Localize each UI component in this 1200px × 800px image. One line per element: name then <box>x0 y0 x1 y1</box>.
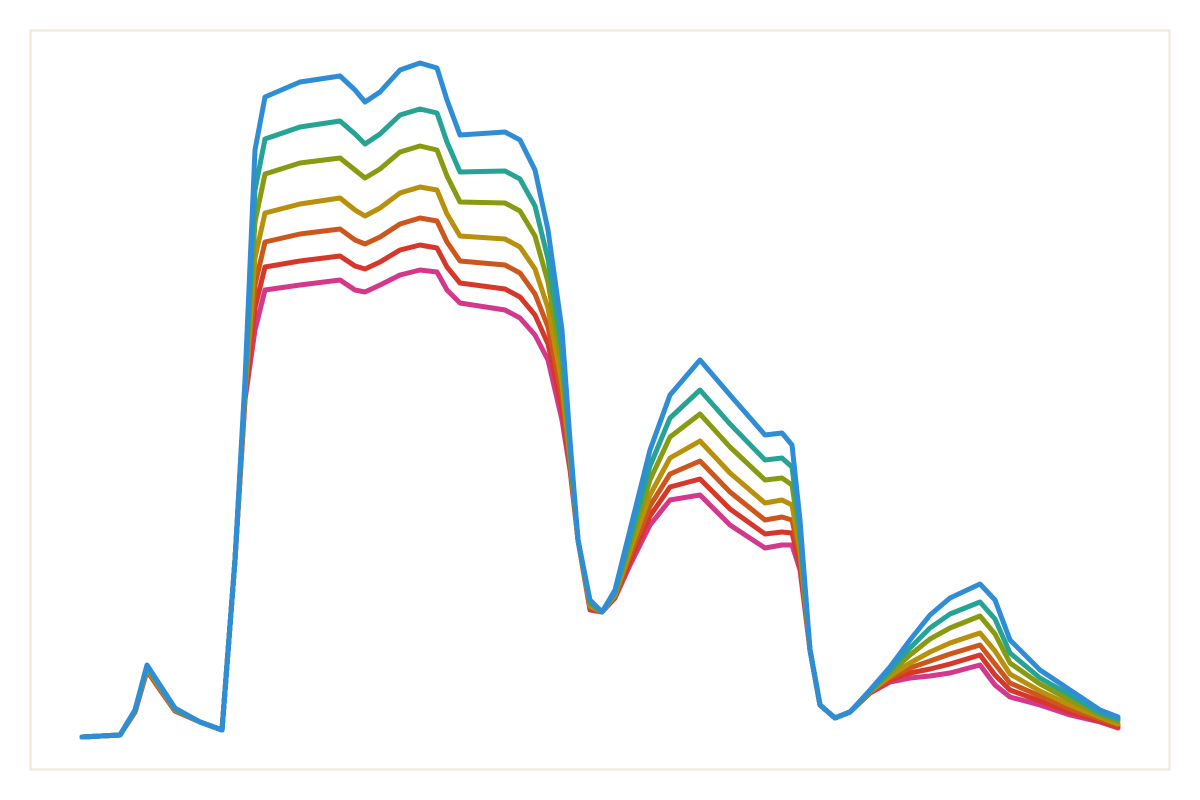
series-line <box>79 60 1121 740</box>
